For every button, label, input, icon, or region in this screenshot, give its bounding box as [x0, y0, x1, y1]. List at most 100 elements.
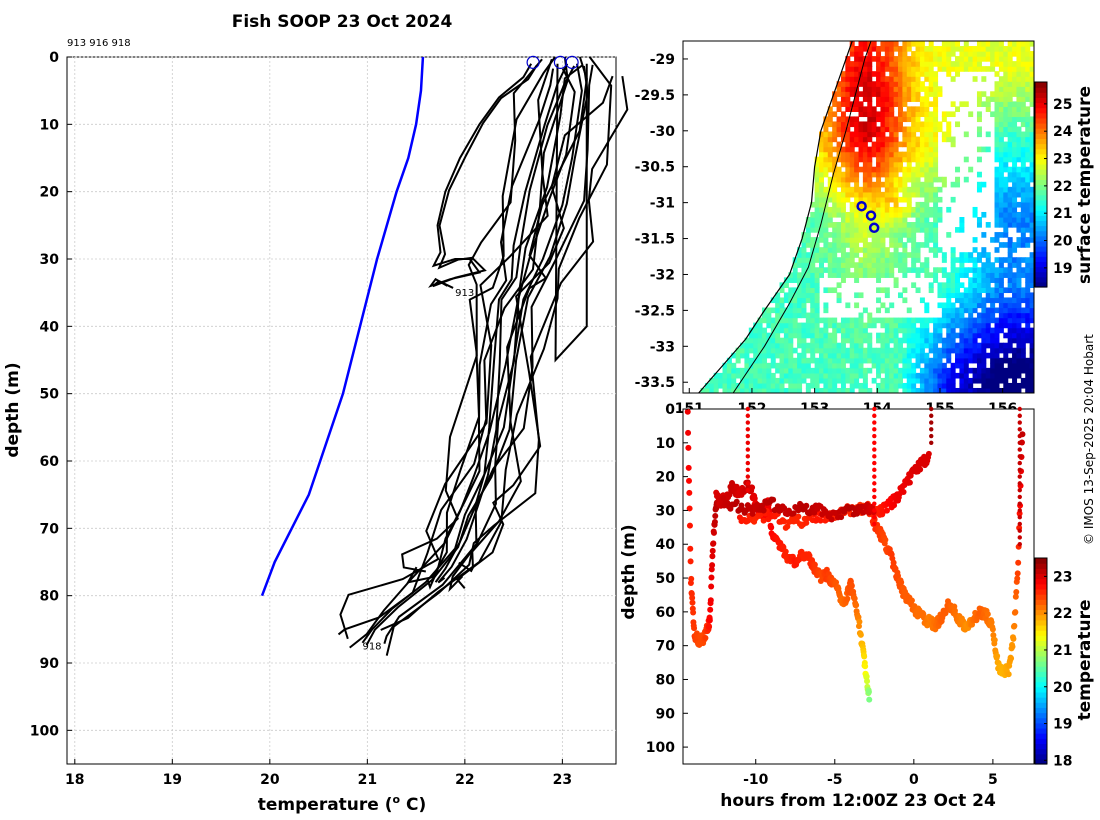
sst-cell — [797, 342, 803, 349]
sst-cell — [757, 387, 763, 393]
sst-cell — [950, 362, 956, 369]
sst-cell — [1029, 217, 1034, 223]
sst-cell — [823, 196, 829, 203]
sst-cell — [876, 272, 882, 278]
sst-cell — [740, 382, 746, 389]
sst-cell — [805, 267, 811, 273]
sst-cell — [770, 322, 776, 329]
sst-cell — [981, 322, 987, 329]
sst-cell — [876, 307, 882, 314]
sst-cell — [819, 352, 824, 359]
sst-cell — [884, 111, 890, 118]
sst-cell — [897, 262, 903, 268]
sst-cell — [867, 176, 873, 183]
sst-cell — [753, 322, 759, 329]
sst-cell — [1025, 66, 1031, 72]
sst-cell — [911, 387, 917, 393]
sst-cell — [854, 116, 860, 123]
sst-cell — [832, 96, 838, 102]
sst-cell — [933, 237, 939, 243]
sst-cell — [792, 322, 798, 329]
sst-cell — [876, 91, 882, 97]
sst-cell — [937, 372, 943, 379]
sst-cell — [959, 327, 965, 334]
sst-cell — [998, 342, 1004, 349]
sst-cell — [753, 337, 759, 344]
sst-cell — [753, 382, 759, 389]
sst-cell — [915, 247, 921, 253]
sst-cell — [792, 267, 798, 273]
sst-cell — [849, 357, 855, 364]
sst-cell — [832, 387, 838, 393]
sst-cell — [911, 211, 917, 218]
sst-cell — [858, 372, 864, 379]
timeseries-point — [882, 536, 889, 543]
sst-cell — [810, 382, 816, 389]
sst-cell — [801, 327, 807, 334]
sst-cell — [819, 161, 824, 168]
sst-cell — [840, 171, 846, 178]
sst-cell — [731, 387, 737, 393]
timeseries-point — [709, 553, 716, 560]
sst-cell — [849, 227, 855, 233]
sst-cell — [902, 166, 908, 173]
sst-colorbar-swatch — [1035, 117, 1047, 124]
sst-cell — [823, 126, 829, 133]
sst-cell — [1029, 312, 1034, 319]
sst-cell — [1016, 91, 1022, 97]
sst-cell — [976, 222, 982, 228]
sst-cell — [770, 317, 776, 324]
sst-cell — [823, 337, 829, 344]
sst-cell — [775, 317, 781, 324]
sst-cell — [871, 317, 877, 324]
sst-cell — [1016, 181, 1022, 188]
sst-cell — [845, 86, 851, 92]
sst-cell — [832, 247, 838, 253]
sst-cell — [823, 322, 829, 329]
sst-cell — [897, 267, 903, 273]
sst-cell — [709, 377, 715, 384]
sst-cell — [832, 111, 838, 118]
sst-cell — [779, 307, 785, 314]
sst-cell — [946, 352, 952, 359]
sst-cell — [783, 297, 789, 304]
sst-cell — [880, 287, 886, 294]
sst-cell — [946, 71, 952, 77]
sst-cell — [854, 272, 860, 278]
sst-cell — [1020, 196, 1026, 203]
temperature-colorbar-tick-label: 23 — [1053, 569, 1072, 585]
temperature-colorbar-swatch — [1035, 573, 1047, 580]
sst-cell — [854, 206, 860, 213]
sst-cell — [902, 136, 908, 143]
sst-cell — [915, 252, 921, 258]
sst-cell — [1003, 101, 1009, 107]
sst-cell — [1003, 146, 1009, 153]
sst-cell — [990, 66, 996, 72]
sst-cell — [814, 242, 820, 248]
sst-cell — [1025, 377, 1031, 384]
sst-cell — [959, 66, 965, 72]
sst-cell — [884, 126, 890, 133]
sst-cell — [880, 121, 886, 128]
sst-cell — [959, 56, 965, 62]
sst-cell — [1003, 111, 1009, 118]
sst-cell — [897, 227, 903, 233]
sst-cell — [880, 106, 886, 112]
sst-cell — [1012, 287, 1018, 294]
sst-cell — [1020, 312, 1026, 319]
sst-cell — [740, 367, 746, 374]
sst-cell — [819, 156, 824, 163]
sst-cell — [1012, 41, 1018, 47]
sst-cell — [1003, 367, 1009, 374]
sst-cell — [775, 367, 781, 374]
sst-cell — [753, 372, 759, 379]
sst-cell — [836, 372, 842, 379]
sst-cell — [827, 267, 833, 273]
sst-cell — [902, 61, 908, 67]
sst-cell — [933, 201, 939, 208]
sst-cell — [867, 252, 873, 258]
sst-cell — [924, 101, 930, 107]
profile-line-return — [554, 63, 588, 363]
cast-point — [929, 427, 934, 432]
sst-cell — [832, 357, 838, 364]
